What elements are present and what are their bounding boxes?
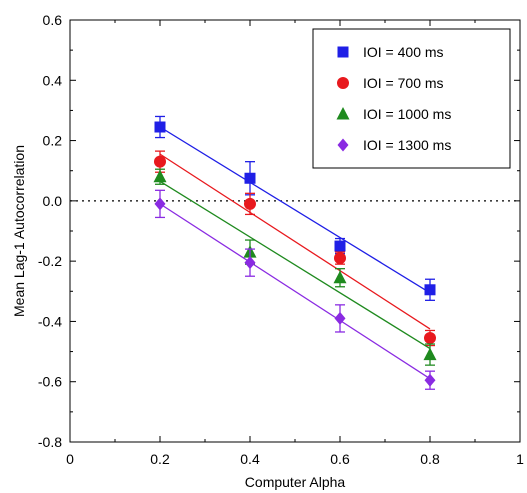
x-tick-label: 0.2 bbox=[150, 451, 170, 467]
legend-label: IOI = 700 ms bbox=[363, 75, 444, 91]
x-tick-label: 0.4 bbox=[240, 451, 260, 467]
legend-label: IOI = 400 ms bbox=[363, 44, 444, 60]
series-2 bbox=[155, 168, 435, 366]
legend-marker-diamond bbox=[337, 138, 349, 152]
data-point-triangle bbox=[153, 169, 167, 183]
legend-label: IOI = 1300 ms bbox=[363, 137, 451, 153]
series-1 bbox=[155, 150, 435, 347]
x-tick-label: 1 bbox=[516, 451, 524, 467]
data-point-circle bbox=[154, 155, 166, 168]
y-tick-label: 0.0 bbox=[43, 193, 63, 209]
y-tick-label: -0.4 bbox=[38, 313, 62, 329]
data-point-diamond bbox=[334, 311, 346, 325]
series-fit-line bbox=[159, 126, 431, 294]
legend-label: IOI = 1000 ms bbox=[363, 106, 451, 122]
data-point-triangle bbox=[423, 347, 437, 361]
legend-marker-circle bbox=[337, 77, 349, 89]
data-point-circle bbox=[334, 252, 346, 265]
y-tick-label: -0.8 bbox=[38, 434, 62, 450]
data-point-diamond bbox=[424, 373, 436, 387]
y-tick-label: 0.2 bbox=[43, 133, 63, 149]
data-point-square bbox=[334, 240, 346, 252]
legend-marker-square bbox=[337, 46, 349, 58]
y-tick-label: 0.4 bbox=[43, 72, 63, 88]
y-tick-label: -0.6 bbox=[38, 374, 62, 390]
series-fit-line bbox=[159, 180, 431, 350]
data-point-triangle bbox=[333, 270, 347, 284]
data-point-circle bbox=[424, 332, 436, 345]
data-point-square bbox=[244, 172, 256, 184]
series-fit-line bbox=[159, 153, 431, 330]
y-tick-label: -0.2 bbox=[38, 253, 62, 269]
data-point-diamond bbox=[154, 197, 166, 211]
x-axis-title: Computer Alpha bbox=[245, 474, 346, 490]
data-point-square bbox=[154, 121, 166, 133]
x-tick-label: 0.8 bbox=[420, 451, 440, 467]
data-point-diamond bbox=[244, 256, 256, 270]
x-tick-label: 0 bbox=[66, 451, 74, 467]
data-point-circle bbox=[244, 197, 256, 210]
legend-marker-triangle bbox=[336, 107, 350, 120]
plot-layer: -0.8 -0.6 -0.4 -0.2 0.0 0.2 0.4 0.6 0 0.2 0.4 0.6 0.… bbox=[38, 12, 524, 467]
series-fit-line bbox=[159, 203, 431, 380]
y-tick-label: 0.6 bbox=[43, 12, 63, 28]
series-3 bbox=[155, 189, 435, 390]
x-tick-label: 0.6 bbox=[330, 451, 350, 467]
y-axis-title: Mean Lag-1 Autocorrelation bbox=[11, 145, 27, 317]
data-point-square bbox=[424, 284, 436, 296]
